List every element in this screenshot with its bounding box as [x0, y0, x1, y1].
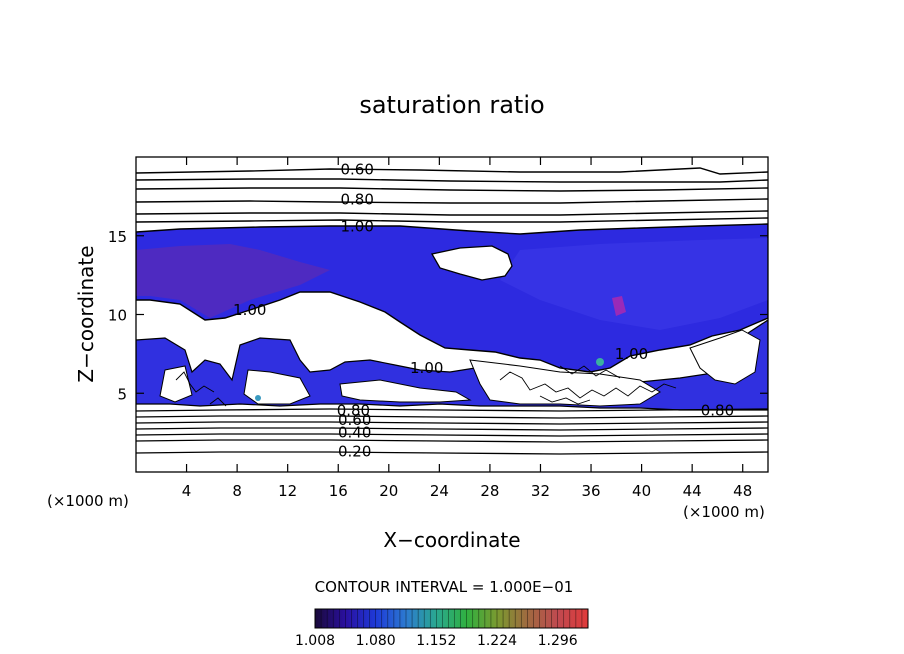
colorbar-tick-label: 1.008 [295, 633, 335, 649]
colorbar-tick-label: 1.224 [477, 633, 517, 649]
y-tick-label: 15 [108, 228, 127, 246]
x-tick-label: 16 [329, 482, 348, 500]
contour-label: 1.00 [340, 217, 373, 235]
x-tick-label: 48 [733, 482, 752, 500]
contour-label: 1.00 [233, 301, 266, 319]
x-tick-label: 28 [480, 482, 499, 500]
colorbar-bar [314, 608, 589, 629]
contour-label: 0.60 [340, 161, 373, 179]
colorbar-tick-label: 1.152 [416, 633, 456, 649]
y-tick-label: 5 [117, 385, 127, 403]
contour-interval-label: CONTOUR INTERVAL = 1.000E−01 [315, 578, 574, 596]
x-tick-label: 24 [430, 482, 449, 500]
y-tick-label: 10 [108, 307, 127, 325]
x-units-left: (×1000 m) [47, 492, 129, 510]
colorbar-tick-labels: 1.008 1.080 1.152 1.224 1.296 [295, 633, 578, 649]
contour-label: 0.80 [701, 402, 734, 420]
colorbar-tick-label: 1.080 [356, 633, 396, 649]
contour-label: 0.80 [337, 402, 370, 420]
colorbar-ticks [314, 609, 589, 628]
contour-label: 0.60 [338, 411, 371, 429]
y-axis-label: Z−coordinate [74, 245, 98, 382]
cloud-noise-contours [175, 365, 677, 407]
lower-contours [136, 408, 768, 455]
x-tick-label: 4 [182, 482, 192, 500]
x-tick-label: 44 [683, 482, 702, 500]
x-tick-label: 40 [632, 482, 651, 500]
x-tick-label: 20 [379, 482, 398, 500]
contour-label: 0.40 [338, 424, 371, 442]
upper-contours [136, 167, 768, 223]
x-tick-label: 32 [531, 482, 550, 500]
colorbar: 1.008 1.080 1.152 1.224 1.296 [295, 608, 589, 649]
chart-title: saturation ratio [359, 91, 544, 119]
x-axis-ticks: 4 8 12 16 20 24 28 32 36 40 44 48 [182, 157, 752, 500]
x-units-right: (×1000 m) [683, 503, 765, 521]
contour-label: 1.00 [615, 345, 648, 363]
clear-pocket [430, 245, 513, 281]
x-tick-label: 12 [278, 482, 297, 500]
y-axis-ticks: 5 10 15 [108, 228, 768, 403]
x-tick-label: 36 [581, 482, 600, 500]
x-axis-label: X−coordinate [383, 528, 520, 552]
contour-label: 1.00 [410, 359, 443, 377]
colorbar-tick-label: 1.296 [538, 633, 578, 649]
x-tick-label: 8 [232, 482, 242, 500]
contour-labels: 0.600.801.001.001.001.000.800.600.400.20… [233, 161, 734, 461]
contour-label: 0.80 [340, 191, 373, 209]
plot-area [136, 157, 768, 472]
contour-label: 0.20 [338, 443, 371, 461]
